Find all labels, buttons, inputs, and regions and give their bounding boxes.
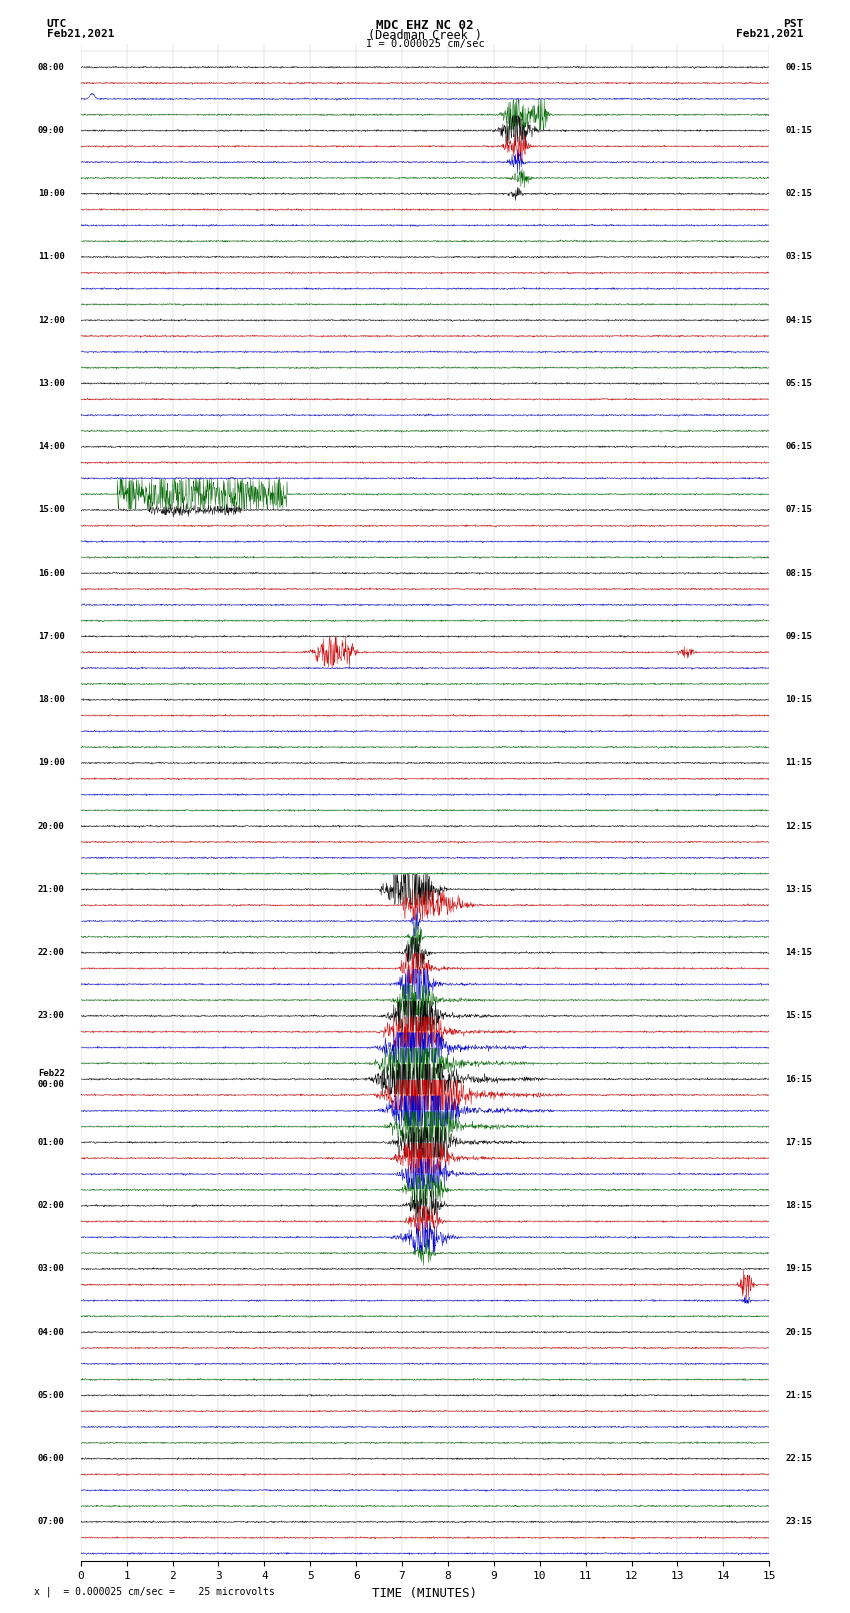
Text: 01:00: 01:00 <box>37 1137 65 1147</box>
Text: 17:00: 17:00 <box>37 632 65 640</box>
Text: 08:00: 08:00 <box>37 63 65 71</box>
Text: 12:15: 12:15 <box>785 821 813 831</box>
Text: I = 0.000025 cm/sec: I = 0.000025 cm/sec <box>366 39 484 48</box>
Text: 00:15: 00:15 <box>785 63 813 71</box>
Text: 06:00: 06:00 <box>37 1453 65 1463</box>
Text: 12:00: 12:00 <box>37 316 65 324</box>
Text: 10:15: 10:15 <box>785 695 813 705</box>
Text: 13:00: 13:00 <box>37 379 65 389</box>
Text: 11:15: 11:15 <box>785 758 813 768</box>
Text: 10:00: 10:00 <box>37 189 65 198</box>
Text: 09:00: 09:00 <box>37 126 65 135</box>
Text: 21:15: 21:15 <box>785 1390 813 1400</box>
Text: 02:00: 02:00 <box>37 1202 65 1210</box>
Text: 04:00: 04:00 <box>37 1327 65 1337</box>
Text: 13:15: 13:15 <box>785 886 813 894</box>
Text: Feb21,2021: Feb21,2021 <box>47 29 114 39</box>
Text: x |  = 0.000025 cm/sec =    25 microvolts: x | = 0.000025 cm/sec = 25 microvolts <box>34 1586 275 1597</box>
Text: 08:15: 08:15 <box>785 569 813 577</box>
Text: 05:15: 05:15 <box>785 379 813 389</box>
Text: 17:15: 17:15 <box>785 1137 813 1147</box>
Text: 19:00: 19:00 <box>37 758 65 768</box>
Text: 22:00: 22:00 <box>37 948 65 957</box>
Text: 23:00: 23:00 <box>37 1011 65 1021</box>
Text: 21:00: 21:00 <box>37 886 65 894</box>
Text: 09:15: 09:15 <box>785 632 813 640</box>
Text: 04:15: 04:15 <box>785 316 813 324</box>
Text: 14:15: 14:15 <box>785 948 813 957</box>
Text: UTC: UTC <box>47 19 67 29</box>
Text: 22:15: 22:15 <box>785 1453 813 1463</box>
Text: 16:00: 16:00 <box>37 569 65 577</box>
Text: 11:00: 11:00 <box>37 253 65 261</box>
Text: 03:15: 03:15 <box>785 253 813 261</box>
Text: 23:15: 23:15 <box>785 1518 813 1526</box>
Text: Feb22
00:00: Feb22 00:00 <box>37 1069 65 1089</box>
Text: (Deadman Creek ): (Deadman Creek ) <box>368 29 482 42</box>
Text: MDC EHZ NC 02: MDC EHZ NC 02 <box>377 19 473 32</box>
Text: 14:00: 14:00 <box>37 442 65 452</box>
Text: PST: PST <box>783 19 803 29</box>
Text: 02:15: 02:15 <box>785 189 813 198</box>
Text: Feb21,2021: Feb21,2021 <box>736 29 803 39</box>
Text: 15:00: 15:00 <box>37 505 65 515</box>
Text: 07:00: 07:00 <box>37 1518 65 1526</box>
Text: 20:15: 20:15 <box>785 1327 813 1337</box>
Text: 16:15: 16:15 <box>785 1074 813 1084</box>
Text: 03:00: 03:00 <box>37 1265 65 1273</box>
Text: 06:15: 06:15 <box>785 442 813 452</box>
Text: 01:15: 01:15 <box>785 126 813 135</box>
Text: 20:00: 20:00 <box>37 821 65 831</box>
Text: 15:15: 15:15 <box>785 1011 813 1021</box>
Text: 19:15: 19:15 <box>785 1265 813 1273</box>
Text: 18:15: 18:15 <box>785 1202 813 1210</box>
Text: 18:00: 18:00 <box>37 695 65 705</box>
Text: 05:00: 05:00 <box>37 1390 65 1400</box>
Text: 07:15: 07:15 <box>785 505 813 515</box>
X-axis label: TIME (MINUTES): TIME (MINUTES) <box>372 1587 478 1600</box>
